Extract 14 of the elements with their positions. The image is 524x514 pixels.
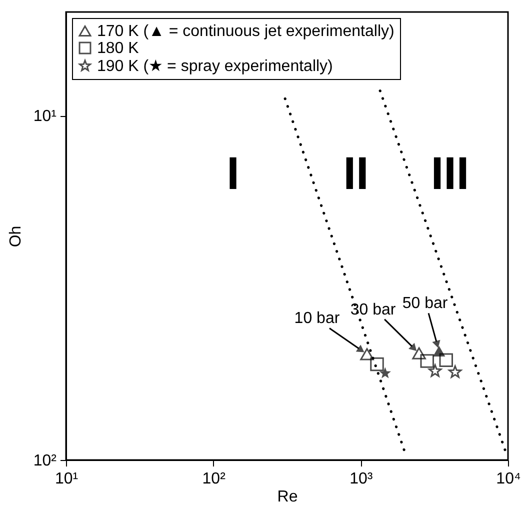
x-tick-label: 10³: [350, 470, 374, 488]
annotation: 10 bar: [294, 310, 340, 328]
annotation: 50 bar: [402, 295, 448, 312]
annotation: I: [226, 147, 240, 199]
legend-label: 170 K (▲ = continuous jet experimentally): [97, 23, 394, 40]
x-tick-label: 10⁴: [496, 470, 521, 488]
annotation: III: [430, 147, 470, 199]
annotation: II: [343, 147, 369, 199]
legend-label: 180 K: [97, 40, 140, 57]
x-tick-label: 10¹: [54, 470, 78, 488]
y-axis-title: Oh: [7, 226, 24, 248]
x-tick-label: 10²: [202, 470, 226, 488]
legend-label: 190 K (★ = spray experimentally): [97, 58, 333, 75]
x-axis-title: Re: [277, 488, 298, 506]
